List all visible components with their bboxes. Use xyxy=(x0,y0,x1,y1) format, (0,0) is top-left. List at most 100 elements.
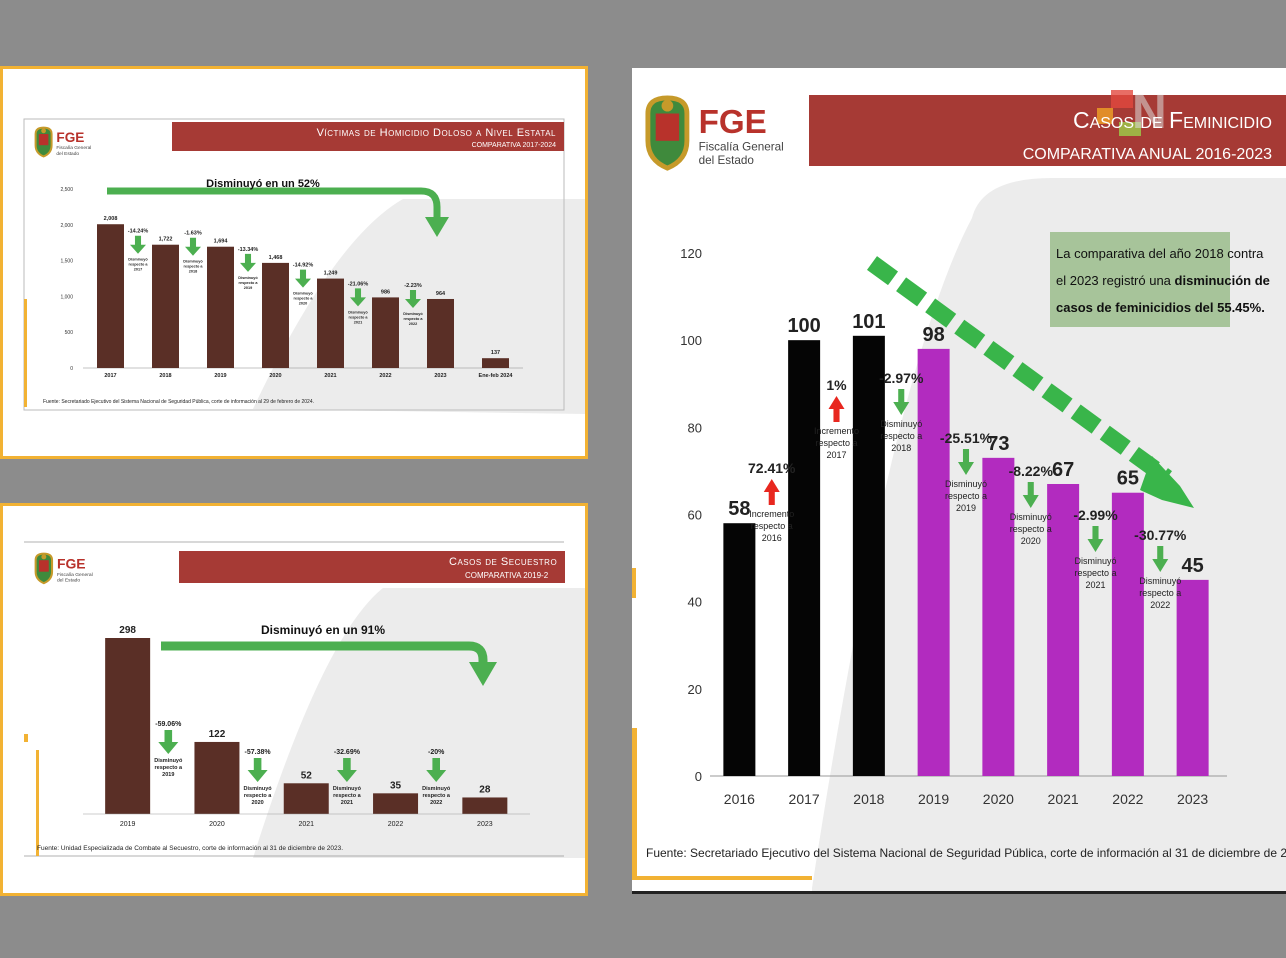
change-note-3: 2020 xyxy=(251,800,263,806)
down-arrow-icon xyxy=(336,758,357,782)
change-percent: 1% xyxy=(826,377,847,393)
bar xyxy=(105,638,151,814)
change-note-3: 2019 xyxy=(244,286,252,290)
bar xyxy=(207,246,234,368)
trend-arrow-head-icon xyxy=(1140,456,1194,508)
down-arrow-icon xyxy=(130,235,146,254)
data-label: 52 xyxy=(301,770,313,781)
data-label: 298 xyxy=(119,625,136,636)
change-note-3: 2022 xyxy=(409,322,417,326)
down-arrow-icon xyxy=(158,730,179,754)
shield-crest-icon xyxy=(38,134,49,146)
data-label: 1,249 xyxy=(324,271,338,277)
change-percent: -25.51% xyxy=(940,430,993,446)
trend-arrow-shaft xyxy=(107,187,441,219)
change-percent: -2.97% xyxy=(879,370,924,386)
change-note-3: 2017 xyxy=(134,268,142,272)
change-note-3: 2021 xyxy=(354,320,362,324)
bar xyxy=(917,348,950,776)
change-note-2: respecto a xyxy=(239,281,259,285)
logo-name: FGE xyxy=(56,130,84,145)
y-tick-label: 0 xyxy=(70,366,73,372)
crown-icon xyxy=(41,554,47,560)
trend-arrow-head-icon xyxy=(469,662,497,686)
y-tick-label: 40 xyxy=(688,595,702,610)
bar xyxy=(482,358,509,368)
logo-subtitle-1: Fiscalía General xyxy=(56,145,91,151)
data-label: 2,008 xyxy=(104,216,118,222)
change-note-1: Disminuyó xyxy=(238,276,258,280)
change-percent: -2.99% xyxy=(1073,507,1118,523)
chart-subtitle: COMPARATIVA ANUAL 2016-2023 xyxy=(1023,146,1272,163)
crown-icon xyxy=(661,99,674,112)
change-note-1: Disminuyó xyxy=(333,786,362,792)
change-note-2: respecto a xyxy=(751,521,793,531)
chart-subtitle: COMPARATIVA 2017-2024 xyxy=(472,142,557,149)
change-note-2: respecto a xyxy=(333,793,361,799)
change-note-2: respecto a xyxy=(815,438,857,448)
bar xyxy=(152,244,179,368)
chart-title: Casos de Feminicidio xyxy=(1073,107,1272,133)
change-note-2: respecto a xyxy=(349,315,369,319)
logo-name: FGE xyxy=(57,555,86,571)
x-tick-label: 2022 xyxy=(379,373,391,379)
watermark-block-icon xyxy=(1111,90,1133,108)
x-tick-label: 2017 xyxy=(789,791,820,807)
change-note-2: respecto a xyxy=(184,265,204,269)
shield-crest-icon xyxy=(655,113,680,141)
change-note-2: respecto a xyxy=(129,263,149,267)
down-arrow-icon xyxy=(185,237,201,256)
chart-subtitle: COMPARATIVA 2019-2 xyxy=(465,571,549,580)
x-tick-label: 2021 xyxy=(1048,791,1079,807)
x-tick-label: 2020 xyxy=(269,373,281,379)
data-label: 28 xyxy=(479,784,491,795)
data-label: 1,722 xyxy=(159,237,173,243)
x-tick-label: Ene-feb 2024 xyxy=(479,373,514,379)
down-arrow-icon xyxy=(958,449,974,475)
femicide-chart-panel: FGE Fiscalía General del Estado N Casos de F… xyxy=(632,68,1286,894)
data-label: 35 xyxy=(390,780,402,791)
change-note-3: 2020 xyxy=(1021,536,1041,546)
accent-bar xyxy=(36,750,39,856)
data-label: 100 xyxy=(787,315,820,337)
change-percent: 72.41% xyxy=(748,460,796,476)
change-note-3: 2016 xyxy=(762,533,782,543)
source-note: Fuente: Secretariado Ejecutivo del Siste… xyxy=(43,399,314,405)
change-percent: -2.23% xyxy=(404,283,422,289)
up-arrow-icon xyxy=(828,396,845,422)
logo-name: FGE xyxy=(699,104,767,141)
x-tick-label: 2020 xyxy=(983,791,1014,807)
change-note-3: 2022 xyxy=(1150,600,1170,610)
bar xyxy=(1047,483,1080,776)
x-tick-label: 2021 xyxy=(298,821,314,828)
bar xyxy=(317,278,344,368)
down-arrow-icon xyxy=(247,758,268,782)
change-note-3: 2017 xyxy=(826,450,846,460)
down-arrow-icon xyxy=(1152,546,1169,572)
change-note-1: Disminuyó xyxy=(293,292,313,296)
y-tick-label: 60 xyxy=(688,508,702,523)
change-note-1: Disminuyó xyxy=(1010,512,1052,522)
change-note-2: respecto a xyxy=(1074,568,1116,578)
trend-arrow-shaft xyxy=(866,256,1173,485)
x-tick-label: 2018 xyxy=(159,373,171,379)
down-arrow-icon xyxy=(405,289,421,308)
change-note-1: Disminuyó xyxy=(880,419,922,429)
title-banner xyxy=(172,122,564,151)
change-note-2: respecto a xyxy=(294,297,314,301)
source-note: Fuente: Unidad Especializada de Combate … xyxy=(37,845,343,852)
data-label: 98 xyxy=(923,324,945,346)
y-tick-label: 500 xyxy=(65,330,74,336)
background-shape xyxy=(253,199,585,414)
x-tick-label: 2022 xyxy=(1112,791,1143,807)
up-arrow-icon xyxy=(763,479,780,505)
y-tick-label: 0 xyxy=(695,769,702,784)
title-banner xyxy=(809,95,1286,166)
data-label: 1,694 xyxy=(214,239,229,245)
change-note-3: 2022 xyxy=(430,800,442,806)
chart-title: Casos de Secuestro xyxy=(449,556,557,568)
change-percent: -14.92% xyxy=(293,263,314,269)
change-note-1: Disminuyó xyxy=(183,260,203,264)
